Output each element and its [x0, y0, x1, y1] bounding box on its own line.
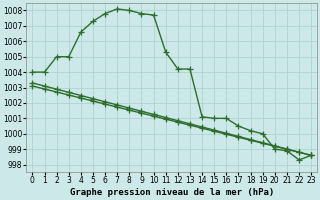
X-axis label: Graphe pression niveau de la mer (hPa): Graphe pression niveau de la mer (hPa) — [70, 188, 274, 197]
